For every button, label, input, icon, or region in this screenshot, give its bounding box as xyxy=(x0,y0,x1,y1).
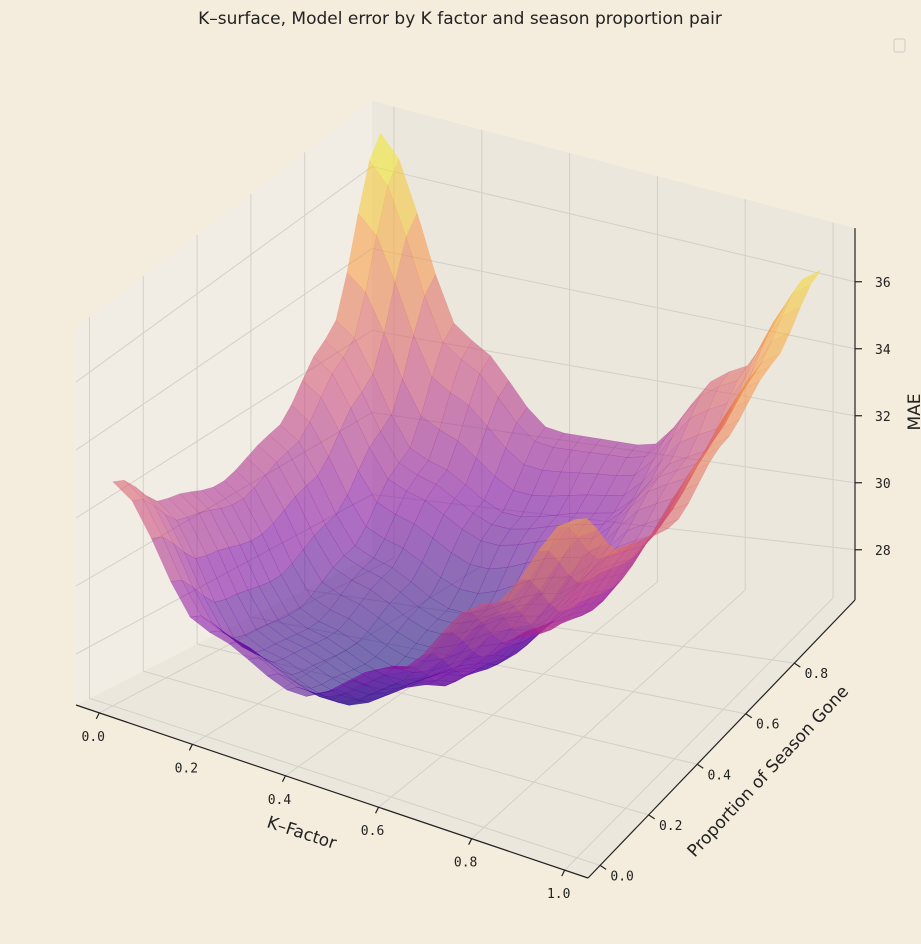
surface-patch xyxy=(730,380,761,410)
chart-title: K–surface, Model error by K factor and s… xyxy=(198,9,722,29)
surface-patch xyxy=(771,306,802,342)
z-tick-label: 36 xyxy=(875,276,891,291)
surface-patch xyxy=(618,537,649,550)
z-tick-label: 34 xyxy=(875,343,891,358)
surface-patch xyxy=(781,284,812,317)
y-axis-line xyxy=(587,599,856,879)
back-gridline-z xyxy=(371,166,856,283)
floor-gridline-x xyxy=(564,597,834,871)
floor-gridline-x xyxy=(471,589,746,840)
x-tick-label: 1.0 xyxy=(547,887,570,902)
y-tick-label: 0.8 xyxy=(805,667,828,682)
x-tick xyxy=(561,869,566,877)
y-tick-label: 0.4 xyxy=(707,768,731,783)
y-tick xyxy=(599,864,607,870)
y-tick-label: 0.0 xyxy=(610,869,633,884)
left-gridline-z xyxy=(75,248,373,451)
y-tick-label: 0.2 xyxy=(659,819,682,834)
surface-patch xyxy=(639,528,669,542)
x-tick xyxy=(375,806,380,814)
y-tick xyxy=(745,713,753,719)
left-gridline-z xyxy=(75,166,373,383)
x-tick-label: 0.8 xyxy=(454,856,477,871)
x-tick-label: 0.0 xyxy=(82,730,105,745)
x-tick xyxy=(281,775,286,783)
x-tick xyxy=(188,744,193,751)
x-tick-label: 0.6 xyxy=(361,824,384,839)
floor-gridline-y xyxy=(143,670,649,816)
surface-patch xyxy=(791,269,822,295)
y-tick-label: 0.6 xyxy=(756,718,779,733)
z-tick-label: 28 xyxy=(875,544,891,559)
floor-gridline-x xyxy=(378,581,658,808)
z-tick-label: 30 xyxy=(875,477,891,492)
legend-box xyxy=(893,38,906,53)
floor-gridline-y xyxy=(89,697,601,866)
surface-patch xyxy=(557,518,588,527)
x-tick-label: 0.2 xyxy=(175,761,198,776)
y-tick xyxy=(648,814,656,820)
x-tick xyxy=(95,712,100,720)
x-tick-label: 0.4 xyxy=(268,793,292,808)
x-tick xyxy=(468,838,473,845)
x-axis-label: K–Factor xyxy=(264,813,338,854)
surface-patch xyxy=(700,436,730,458)
x-axis-line xyxy=(75,704,589,879)
y-tick xyxy=(696,763,704,769)
y-tick xyxy=(793,662,801,668)
z-tick-label: 32 xyxy=(875,410,891,425)
z-axis-label: MAE xyxy=(905,393,921,430)
